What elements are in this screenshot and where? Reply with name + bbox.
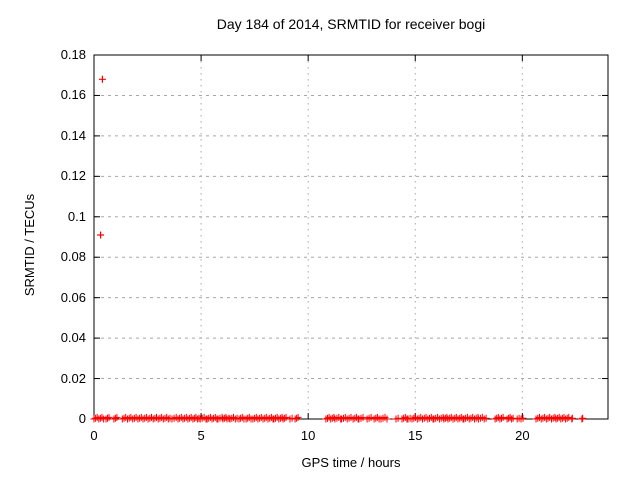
plot-border [93, 54, 609, 420]
x-tick-label: 20 [515, 428, 530, 443]
x-tick-label: 0 [90, 428, 98, 443]
y-tick-label: 0.06 [60, 289, 86, 305]
outlier-data-points [97, 75, 106, 239]
x-tick-label: 10 [300, 428, 316, 443]
y-tick-label: 0.16 [60, 87, 86, 103]
y-tick-label: 0.18 [60, 47, 86, 62]
y-tick-label: 0.08 [60, 249, 86, 265]
y-tick-label: 0.14 [60, 127, 86, 143]
y-tick-label: 0.12 [60, 168, 86, 184]
chart-title: Day 184 of 2014, SRMTID for receiver bog… [216, 16, 486, 32]
x-axis-label: GPS time / hours [301, 455, 401, 470]
y-tick-label: 0 [78, 411, 86, 426]
baseline-data-points [90, 413, 587, 423]
y-tick-label: 0.1 [67, 208, 86, 224]
x-tick-label: 5 [197, 428, 205, 443]
x-tick-label: 15 [408, 428, 423, 443]
y-tick-label: 0.02 [60, 370, 86, 386]
y-tick-label: 0.04 [60, 330, 86, 346]
